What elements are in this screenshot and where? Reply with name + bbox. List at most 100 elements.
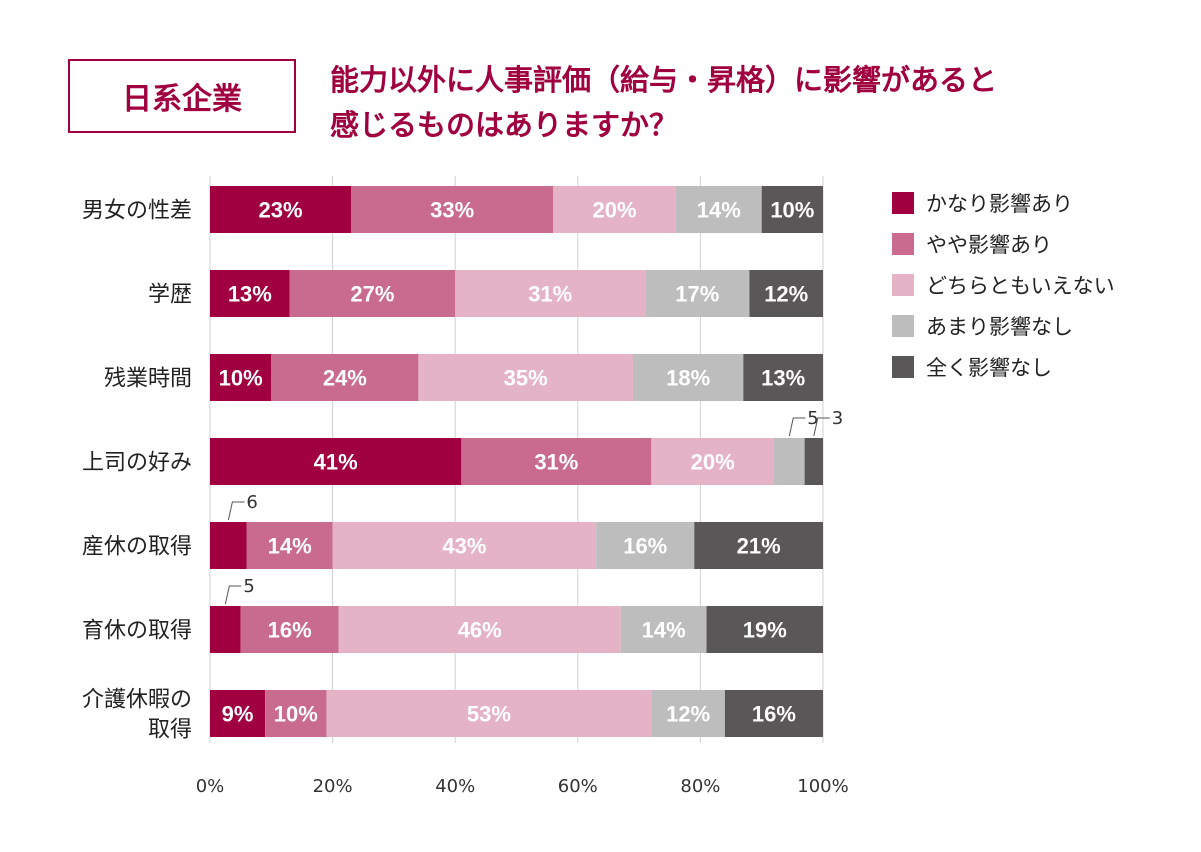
chart-title: 能力以外に人事評価（給与・昇格）に影響があると 感じるものはありますか？ (330, 58, 1130, 148)
legend-label: あまり影響なし (926, 314, 1073, 339)
bar-segment (749, 270, 823, 317)
bar-segment (246, 522, 333, 569)
data-label: 3 (832, 408, 843, 429)
data-label: 27% (350, 282, 394, 307)
bar-segment (271, 354, 419, 401)
bar-segment (645, 270, 750, 317)
callout-leader (813, 417, 830, 437)
data-label: 20% (593, 198, 637, 223)
bar-segment (210, 606, 241, 653)
legend-item: かなり影響あり (892, 182, 1115, 223)
legend-label: どちらともいえない (926, 273, 1115, 298)
data-label: 43% (442, 534, 486, 559)
bar-segment (240, 606, 339, 653)
category-label: 残業時間 (104, 367, 192, 392)
category-label: 学歴 (148, 283, 192, 308)
bar-segment (210, 522, 247, 569)
x-tick-label: 100% (797, 776, 848, 797)
legend-label: 全く影響なし (926, 355, 1052, 380)
data-label: 13% (761, 366, 805, 391)
data-label: 14% (697, 198, 741, 223)
company-type-badge: 日系企業 (68, 59, 296, 133)
legend: かなり影響あり やや影響あり どちらともいえない あまり影響なし 全く影響なし (892, 182, 1115, 387)
legend-item: 全く影響なし (892, 346, 1115, 387)
callout-leader (227, 501, 245, 521)
category-label: 取得 (148, 718, 192, 743)
x-tick-label: 60% (558, 776, 598, 797)
legend-swatch (892, 191, 914, 214)
bar-segment (724, 690, 823, 737)
data-label: 14% (268, 534, 312, 559)
category-label: 産休の取得 (82, 535, 192, 560)
legend-swatch (892, 232, 914, 255)
bar-segment (418, 354, 633, 401)
data-label: 5 (807, 408, 818, 429)
bar-segment (675, 186, 762, 233)
data-label: 5 (243, 576, 254, 597)
category-label: 介護休暇の (82, 688, 192, 713)
bar-segment (743, 354, 823, 401)
bar-segment (651, 438, 774, 485)
bar-segment (210, 438, 462, 485)
data-label: 10% (219, 366, 263, 391)
bar-segment (455, 270, 646, 317)
data-label: 18% (666, 366, 710, 391)
bar-segment (338, 606, 621, 653)
bar-segment (761, 186, 823, 233)
data-label: 16% (752, 702, 796, 727)
legend-item: やや影響あり (892, 223, 1115, 264)
badge-label: 日系企業 (122, 82, 242, 117)
title-line-2: 感じるものはありますか？ (330, 108, 679, 142)
data-label: 20% (691, 450, 735, 475)
category-label: 上司の好み (82, 451, 192, 476)
bar-segment (210, 354, 272, 401)
bar-segment (210, 270, 290, 317)
bar-segment (350, 186, 554, 233)
data-label: 17% (675, 282, 719, 307)
x-tick-label: 80% (680, 776, 720, 797)
bar-segment (620, 606, 707, 653)
data-label: 19% (743, 618, 787, 643)
data-label: 53% (467, 702, 511, 727)
category-label: 育休の取得 (82, 619, 192, 644)
data-label: 33% (430, 198, 474, 223)
bar-segment (651, 690, 725, 737)
callout-leader (224, 585, 242, 605)
x-tick-label: 40% (435, 776, 475, 797)
data-label: 31% (528, 282, 572, 307)
bar-segment (210, 186, 351, 233)
bar-segment (553, 186, 676, 233)
x-tick-label: 20% (313, 776, 353, 797)
title-line-1: 能力以外に人事評価（給与・昇格）に影響があると (330, 63, 998, 97)
legend-item: あまり影響なし (892, 305, 1115, 346)
bar-segment (632, 354, 744, 401)
data-label: 13% (228, 282, 272, 307)
bar-segment (773, 438, 805, 485)
data-label: 10% (770, 198, 814, 223)
legend-label: やや影響あり (926, 232, 1052, 257)
bar-segment (804, 438, 823, 485)
bar-segment (461, 438, 652, 485)
data-label: 16% (268, 618, 312, 643)
callout-leader (788, 417, 806, 437)
data-label: 31% (534, 450, 578, 475)
bar-segment (332, 522, 597, 569)
data-label: 23% (258, 198, 302, 223)
data-label: 6 (246, 492, 257, 513)
bar-segment (596, 522, 695, 569)
legend-label: かなり影響あり (926, 191, 1073, 216)
legend-swatch (892, 314, 914, 337)
data-label: 10% (274, 702, 318, 727)
data-label: 9% (222, 702, 254, 727)
data-label: 16% (623, 534, 667, 559)
legend-swatch (892, 355, 914, 378)
data-label: 46% (458, 618, 502, 643)
bar-segment (694, 522, 823, 569)
data-label: 35% (504, 366, 548, 391)
data-label: 24% (323, 366, 367, 391)
bar-segment (289, 270, 456, 317)
legend-item: どちらともいえない (892, 264, 1115, 305)
data-label: 21% (737, 534, 781, 559)
bar-segment (265, 690, 327, 737)
